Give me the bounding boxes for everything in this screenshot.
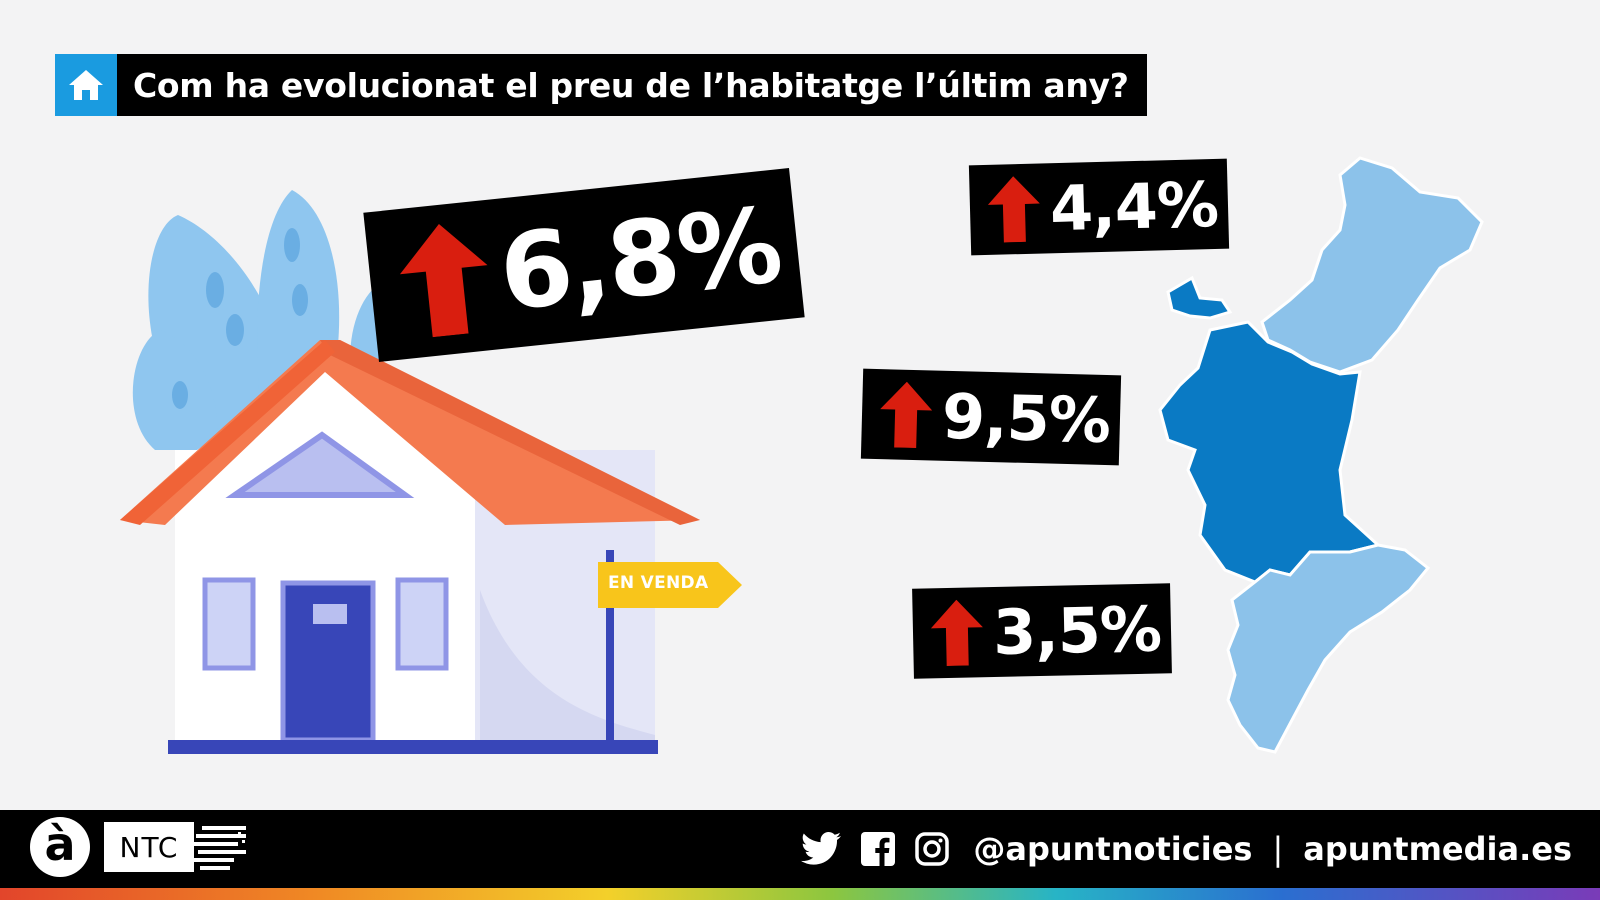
badge-castello: 4,4%: [968, 158, 1230, 256]
instagram-icon[interactable]: [915, 832, 950, 866]
map-region-ademuz: [1166, 275, 1233, 320]
badge-valencia: 9,5%: [860, 368, 1122, 466]
facebook-icon[interactable]: [861, 832, 896, 866]
website-link[interactable]: apuntmedia.es: [1303, 830, 1572, 868]
badge-alacant: 3,5%: [912, 583, 1172, 679]
map-region-castello: [1260, 156, 1484, 374]
house-illustration: [120, 190, 742, 754]
title-icon-box: [55, 54, 117, 116]
sign-label: EN VENDA: [608, 573, 709, 593]
arrow-up-icon: [399, 223, 488, 338]
apunt-logo[interactable]: à: [30, 817, 90, 877]
arrow-up-icon: [930, 599, 983, 667]
badge-valencia-value: 9,5%: [941, 379, 1111, 457]
badge-alacant-value: 3,5%: [992, 592, 1162, 669]
ntc-logo[interactable]: NTC: [104, 822, 194, 872]
page-title: Com ha evolucionat el preu de l’habitatg…: [117, 54, 1147, 116]
rainbow-strip: [0, 888, 1600, 900]
ntc-logo-lines: [194, 826, 246, 870]
social-handle[interactable]: @apuntnoticies: [973, 830, 1253, 868]
arrow-up-icon: [987, 176, 1040, 243]
footer-separator: |: [1272, 830, 1284, 868]
twitter-icon[interactable]: [801, 832, 842, 866]
for-sale-sign: [598, 550, 742, 740]
map-region-alacant: [1226, 543, 1431, 754]
social-bar: @apuntnoticies | apuntmedia.es: [801, 810, 1572, 888]
footer: [0, 810, 1600, 888]
arrow-up-icon: [880, 381, 933, 449]
badge-main: 6,8%: [363, 168, 805, 362]
badge-castello-value: 4,4%: [1049, 167, 1219, 245]
title-bar: Com ha evolucionat el preu de l’habitatg…: [55, 54, 1147, 116]
house-icon: [69, 70, 103, 100]
badge-main-value: 6,8%: [494, 183, 786, 335]
